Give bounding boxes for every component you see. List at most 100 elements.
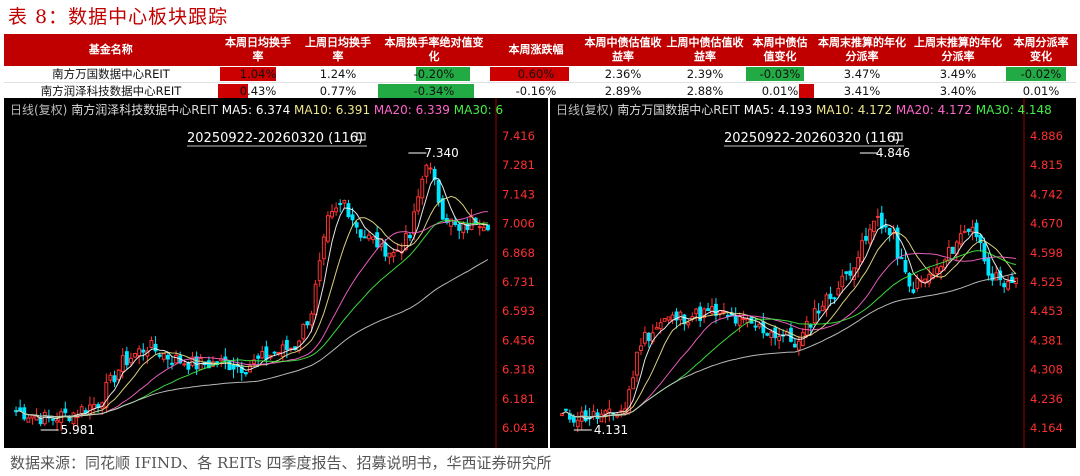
table-header-cell: 基金名称 [4,34,219,66]
table-cell: 0.60% [490,66,582,83]
table-cell: -0.03% [746,66,814,83]
candle-body [974,222,979,238]
fund-name-cell: 南方润泽科技数据中心REIT [4,82,218,100]
date-range-label: 20250922-20260320 (116) [724,131,900,146]
candle-body [757,323,762,328]
table-cell: 3.40% [910,82,1006,100]
candle-body [387,252,392,258]
table-cell: 0.01% [1006,82,1076,100]
candle-body [860,240,864,263]
candle-body [481,226,486,232]
y-tick-label: 4.525 [1030,275,1063,289]
candle-body [824,294,829,311]
data-bar [416,67,470,81]
chart-panel-runze: 7.416 7.281 7.143 7.006 6.868 6.731 6.593 6.456… [4,98,548,448]
y-tick-label: 4.598 [1030,246,1063,260]
candle-body [272,351,277,354]
candle-body [1014,277,1018,284]
candle-body [990,273,995,281]
y-tick-label: 6.456 [502,333,535,347]
candle-body [564,408,568,411]
chart-header: 日线(复权) 南方万国数据中心REIT MA5: 4.193 MA10: 4.1… [556,102,1052,117]
candle-body [133,353,137,358]
cell-value: 3.41% [843,84,881,98]
candle-body [354,222,359,228]
cell-value: 3.40% [939,84,977,98]
y-tick-label: 4.308 [1030,363,1063,377]
table-header-cell: 上周末推算的年化分派率 [910,34,1007,66]
cell-value: 3.49% [939,67,977,81]
candle-body [678,311,683,321]
candle-body [682,314,687,325]
ma60-line [16,259,489,418]
candle-body [120,355,125,373]
y-tick-label: 4.670 [1030,217,1063,231]
candle-body [206,360,211,369]
candlestick-chart-wanguo: 4.886 4.815 4.742 4.670 4.598 4.525 4.453 4.381… [556,98,1063,448]
candle-body [765,333,770,336]
header-ma5: MA5: 4.193 [744,103,816,117]
y-tick-label: 4.886 [1030,129,1063,143]
table-cell: -0.34% [378,82,490,100]
candle-body [231,364,236,370]
candle-body [662,318,667,322]
candle-body [962,230,967,233]
cell-value: 2.89% [604,84,642,98]
ma60-line [561,272,1017,418]
y-tick-label: 7.416 [502,129,535,143]
candle-body [872,220,876,233]
candle-body [416,196,421,212]
candle-body [915,278,920,289]
cell-value: -0.34% [413,84,455,98]
candle-body [30,415,35,419]
cell-value: 0.60% [517,67,555,81]
candle-body [104,381,109,408]
candle-body [733,315,738,324]
y-tick-label: 7.006 [502,217,535,231]
candle-body [658,322,663,330]
cell-value: 1.24% [319,67,357,81]
candle-body [868,228,872,244]
candle-body [371,236,375,241]
page-title: 表 8：数据中心板块跟踪 [8,6,229,28]
candle-body [635,351,639,376]
candle-body [465,223,470,231]
high-label: 4.846 [876,146,910,160]
table-header-cell: 本周日均换手率 [218,34,299,66]
header-ma20: MA20: 4.172 [896,103,976,117]
candle-body [816,310,821,314]
candle-body [848,270,853,276]
table-cell: 0.43% [218,82,298,100]
candle-body [639,345,643,352]
cell-value: 1.04% [239,67,277,81]
candle-body [603,410,608,415]
data-bar [746,67,805,81]
candle-body [87,404,92,415]
candle-body [761,321,766,334]
data-bar [219,67,276,81]
candle-body [994,272,999,281]
candle-body [927,274,932,284]
y-tick-label: 4.815 [1030,158,1063,172]
candle-body [412,211,417,235]
candle-body [408,234,412,239]
y-tick-label: 7.143 [502,187,535,201]
candle-body [721,311,726,314]
table-header-cell: 本周换手率绝对值变化 [378,34,491,66]
candle-body [362,236,367,239]
table-header-cell: 本周分派率变化 [1006,34,1077,66]
candle-body [666,316,671,321]
table-cell: 0.77% [298,82,378,100]
table-cell: 3.41% [814,82,910,100]
candle-body [599,413,604,423]
candle-body [575,419,580,428]
candle-body [808,324,813,328]
candle-body [309,313,314,326]
candle-body [346,203,351,218]
candle-body [457,224,462,231]
y-tick-label: 6.181 [502,392,535,406]
candle-body [631,377,635,390]
data-bar [378,84,475,98]
candle-body [100,402,105,409]
header-ma30: MA30: 4.148 [976,103,1052,117]
